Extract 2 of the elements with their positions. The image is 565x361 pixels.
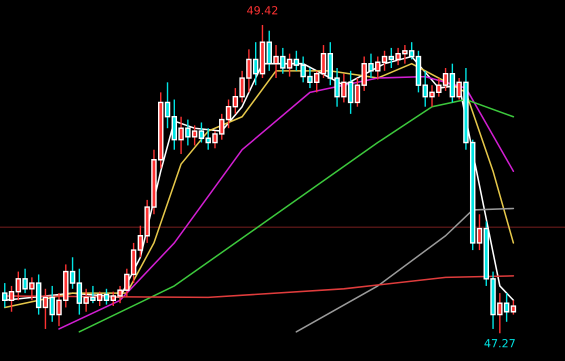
- annotation: 49.42: [247, 6, 278, 14]
- annotation: 47.27: [484, 339, 515, 348]
